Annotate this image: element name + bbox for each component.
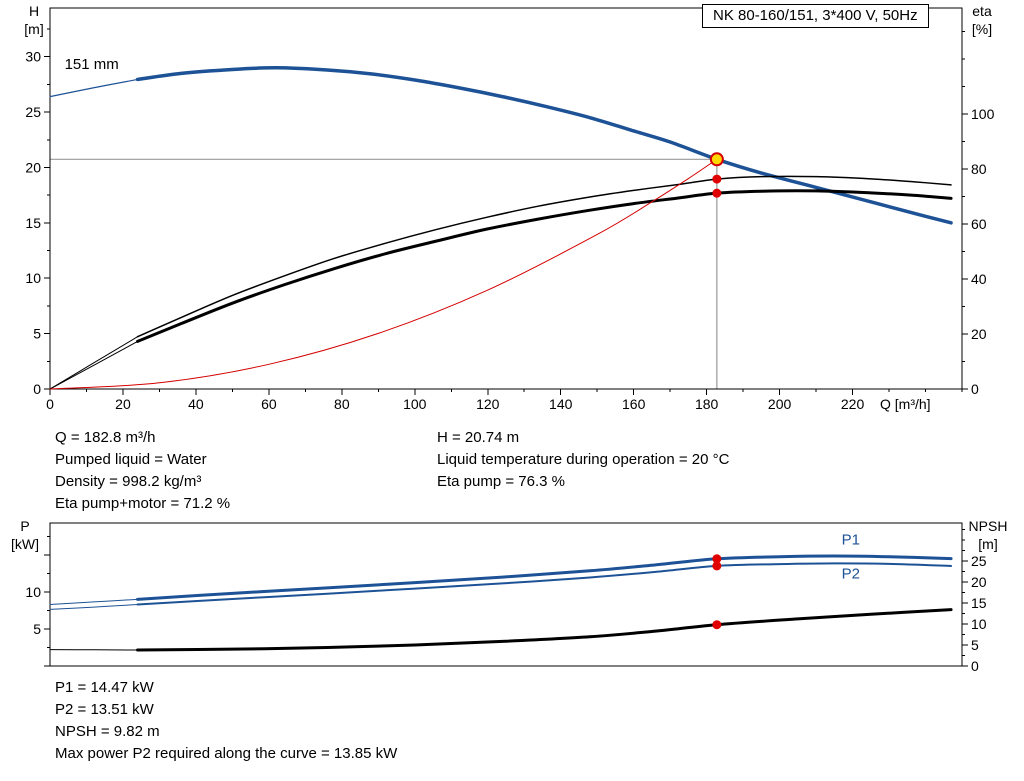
plot-frame (49, 522, 963, 667)
left-tick-label: 0 (33, 381, 41, 397)
duty-readouts-left: Q = 182.8 m³/h Pumped liquid = Water Den… (55, 427, 230, 515)
x-tick-label: 180 (695, 396, 719, 412)
x-tick-label: 200 (768, 396, 792, 412)
duty-readouts-right: H = 20.74 m Liquid temperature during op… (437, 427, 729, 493)
left-tick-label: 5 (33, 621, 41, 637)
readout-npsh: NPSH = 9.82 m (55, 723, 160, 740)
right-tick-label: 20 (971, 574, 987, 590)
duty-dot-marker (712, 174, 722, 184)
x-tick-label: 220 (841, 396, 865, 412)
right-tick-label: 0 (971, 381, 979, 397)
readout-head: H = 20.74 m (437, 429, 520, 446)
left-tick-label: 15 (25, 215, 41, 231)
left-tick-label: 10 (25, 270, 41, 286)
series-pump-qh-lead (49, 78, 139, 98)
series-p1-lead (49, 598, 139, 606)
right-tick-label: 20 (971, 326, 987, 342)
x-tick-label: 140 (549, 396, 573, 412)
pump-designation-box: NK 80-160/151, 3*400 V, 50Hz (702, 4, 929, 28)
duty-dot-marker (712, 620, 722, 630)
x-axis-title: Q [m³/h] (880, 396, 931, 412)
power-readouts: P1 = 14.47 kW P2 = 13.51 kW NPSH = 9.82 … (55, 677, 397, 765)
x-tick-label: 60 (261, 396, 277, 412)
left-tick-label: 25 (25, 104, 41, 120)
curve-label-151-mm: 151 mm (65, 56, 119, 73)
right-tick-label: 60 (971, 216, 987, 232)
left-axis-title: [kW] (11, 536, 39, 552)
duty-point-marker[interactable] (709, 152, 724, 167)
series-eta-pump (136, 175, 952, 338)
right-tick-label: 10 (971, 616, 987, 632)
right-tick-label: 5 (971, 637, 979, 653)
readout-liquid-temperature: Liquid temperature during operation = 20… (437, 451, 730, 468)
series-npsh (136, 608, 953, 652)
series-eta-pump-motor-lead (49, 340, 139, 390)
right-axis-title: [m] (978, 536, 997, 552)
duty-dot-marker (712, 554, 722, 564)
readout-density: Density = 998.2 kg/m³ (55, 473, 202, 490)
series-p2-lead (49, 604, 139, 610)
readout-pumped-liquid: Pumped liquid = Water (55, 451, 207, 468)
left-tick-label: 10 (25, 584, 41, 600)
x-tick-label: 20 (115, 396, 131, 412)
series-eta-pump-motor (136, 189, 953, 343)
curve-label-p1: P1 (842, 531, 860, 548)
series-system-curve (49, 158, 718, 390)
right-tick-label: 80 (971, 161, 987, 177)
qh-eta-chart: 0 20 40 60 80 100 120 140 160 180 200 220 Q [m³/h]05… (24, 3, 995, 412)
right-tick-label: 25 (971, 553, 987, 569)
readout-p1: P1 = 14.47 kW (55, 679, 154, 696)
readout-p2: P2 = 13.51 kW (55, 701, 154, 718)
readout-flow: Q = 182.8 m³/h (55, 429, 156, 446)
series-p1 (136, 554, 953, 601)
x-tick-label: 100 (403, 396, 427, 412)
right-tick-label: 40 (971, 271, 987, 287)
duty-dot-marker (712, 188, 722, 198)
right-axis-title: [%] (972, 21, 992, 37)
duty-dot-marker (712, 561, 722, 571)
x-tick-label: 80 (334, 396, 350, 412)
left-tick-label: 5 (33, 326, 41, 342)
right-tick-label: 100 (971, 106, 995, 122)
right-axis-title: eta (972, 3, 992, 19)
left-axis-title: P (20, 518, 29, 534)
series-pump-qh-151mm (135, 66, 953, 225)
x-tick-label: 0 (46, 396, 54, 412)
series-p2 (136, 562, 953, 606)
plot-frame (49, 7, 963, 390)
left-axis-title: H (29, 3, 39, 19)
left-axis-title: [m] (24, 21, 43, 37)
right-tick-label: 15 (971, 595, 987, 611)
x-tick-label: 160 (622, 396, 646, 412)
readout-max-p2: Max power P2 required along the curve = … (55, 745, 398, 762)
x-tick-label: 120 (476, 396, 500, 412)
readout-eta-pump: Eta pump = 76.3 % (437, 473, 565, 490)
left-tick-label: 20 (25, 159, 41, 175)
series-eta-pump-lead (49, 336, 139, 390)
curve-label-p2: P2 (842, 566, 860, 583)
right-axis-title: NPSH (969, 518, 1008, 534)
right-tick-label: 0 (971, 658, 979, 674)
left-tick-label: 30 (25, 49, 41, 65)
readout-eta-pump-motor: Eta pump+motor = 71.2 % (55, 495, 231, 512)
power-npsh-chart: 5 10 P [kW] 0 5 10 15 20 25 NPSH [m] P1 P2 (11, 518, 1008, 674)
x-tick-label: 40 (188, 396, 204, 412)
